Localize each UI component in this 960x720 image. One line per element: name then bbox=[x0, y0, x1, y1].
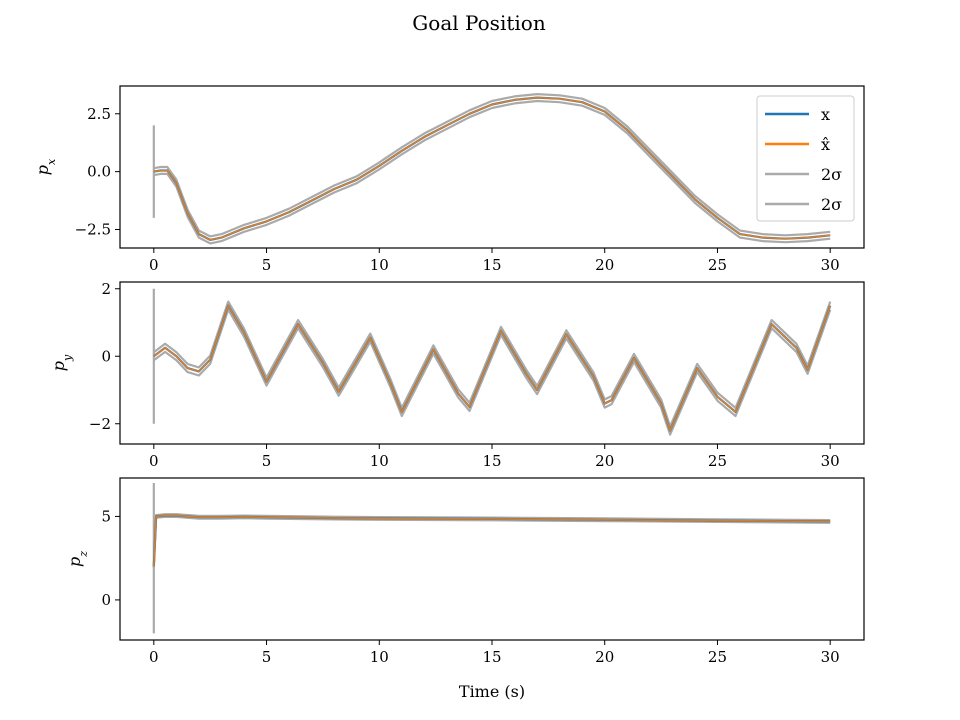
x-tick-label: 20 bbox=[595, 452, 614, 470]
axes-frame bbox=[119, 85, 865, 249]
y-tick-label: 5 bbox=[101, 507, 111, 525]
legend-entry-xhat-label: x̂ bbox=[821, 135, 830, 154]
series-sigma-upper bbox=[153, 93, 831, 238]
y-axis-label: px bbox=[33, 158, 58, 175]
x-tick-label: 30 bbox=[821, 256, 840, 274]
x-tick-label: 10 bbox=[370, 256, 389, 274]
subplot-p-x: 0 5 10 15 20 25 30 −2.5 0.0 2.5 px bbox=[33, 85, 865, 274]
x-tick-label: 30 bbox=[821, 452, 840, 470]
series-sigma-lower bbox=[153, 99, 831, 245]
x-tick-label: 15 bbox=[482, 256, 501, 274]
series-sigma-lower bbox=[153, 308, 832, 436]
x-tick-label: 5 bbox=[262, 256, 272, 274]
x-tick-label: 10 bbox=[370, 452, 389, 470]
y-tick-label: −2 bbox=[89, 415, 111, 433]
x-tick-label: 30 bbox=[821, 648, 840, 666]
subplot-p-z: 0 5 10 15 20 25 30 0 5 pz bbox=[65, 477, 865, 666]
y-tick-label: 0.0 bbox=[87, 163, 111, 181]
y-tick-label: 2 bbox=[101, 280, 111, 298]
x-tick-label: 10 bbox=[370, 648, 389, 666]
x-tick-label: 5 bbox=[262, 648, 272, 666]
x-tick-label: 15 bbox=[482, 648, 501, 666]
y-tick-label: −2.5 bbox=[75, 220, 111, 238]
axes-frame bbox=[119, 477, 865, 641]
x-tick-label: 0 bbox=[149, 256, 159, 274]
x-tick-label: 20 bbox=[595, 256, 614, 274]
subplot-p-y: 0 5 10 15 20 25 30 −2 0 2 py bbox=[49, 280, 865, 470]
series-x bbox=[153, 96, 831, 241]
legend-box bbox=[756, 95, 855, 222]
series-sigma-lower bbox=[152, 515, 831, 568]
plot-area bbox=[152, 288, 832, 436]
x-tick-label: 20 bbox=[595, 648, 614, 666]
chart-title: Goal Position bbox=[412, 11, 546, 35]
series-sigma-upper bbox=[152, 513, 831, 566]
y-tick-label: 2.5 bbox=[87, 105, 111, 123]
x-tick-label: 25 bbox=[708, 256, 727, 274]
series-xhat bbox=[153, 514, 831, 567]
series-x bbox=[153, 304, 832, 432]
y-axis-label: py bbox=[49, 354, 74, 371]
x-tick-label: 25 bbox=[708, 648, 727, 666]
series-xhat bbox=[153, 304, 831, 432]
plot-area bbox=[152, 93, 831, 245]
y-tick-label: 0 bbox=[101, 591, 111, 609]
y-axis-label: pz bbox=[65, 551, 90, 567]
y-tick-label: 0 bbox=[101, 347, 111, 365]
plot-area bbox=[152, 483, 831, 634]
x-axis-label: Time (s) bbox=[459, 682, 525, 701]
legend-entry-2sigma-label: 2σ bbox=[821, 195, 842, 214]
x-tick-label: 0 bbox=[149, 648, 159, 666]
legend-entry-x-label: x bbox=[821, 105, 830, 124]
x-tick-label: 5 bbox=[262, 452, 272, 470]
legend: x x̂ 2σ 2σ bbox=[756, 95, 855, 222]
series-xhat bbox=[153, 96, 831, 241]
x-tick-label: 15 bbox=[482, 452, 501, 470]
x-tick-label: 0 bbox=[149, 452, 159, 470]
x-tick-label: 25 bbox=[708, 452, 727, 470]
series-sigma-upper bbox=[153, 300, 832, 428]
legend-entry-2sigma-label: 2σ bbox=[821, 165, 842, 184]
series-x bbox=[152, 514, 831, 567]
